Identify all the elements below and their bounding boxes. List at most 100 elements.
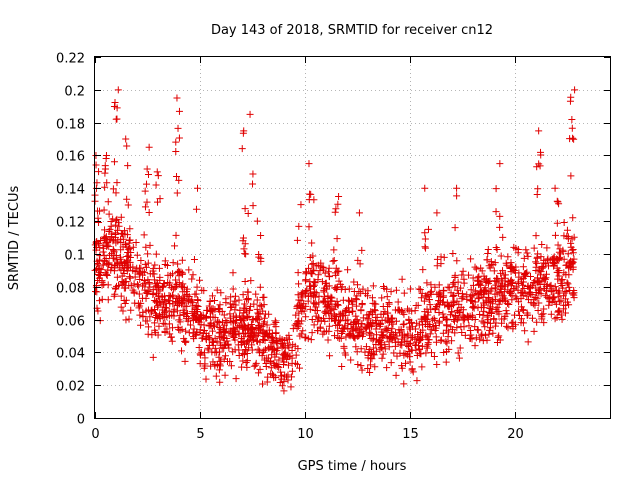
data-point (501, 282, 509, 290)
data-point (193, 283, 201, 291)
data-point (525, 288, 533, 296)
data-point (175, 107, 183, 115)
data-point (176, 311, 184, 319)
data-point (508, 278, 516, 286)
data-point (441, 301, 449, 309)
data-point (402, 359, 410, 367)
data-point (565, 283, 573, 291)
data-point (392, 317, 400, 325)
data-point (343, 305, 351, 313)
data-point (399, 308, 407, 316)
data-point (508, 319, 516, 327)
data-point (315, 292, 323, 300)
data-point (409, 368, 417, 376)
data-point (270, 345, 278, 353)
axes: 0 0.02 0.04 0.06 0.08 0.1 0.12 0.14 0.16 0.18 0.2 0… (56, 52, 610, 442)
data-point (370, 351, 378, 359)
data-point (520, 254, 528, 262)
data-point (485, 308, 493, 316)
data-point (211, 306, 219, 314)
data-point (180, 283, 188, 291)
data-point (458, 328, 466, 336)
data-point (141, 260, 149, 268)
data-point (213, 348, 221, 356)
data-point (311, 300, 319, 308)
data-point (485, 330, 493, 338)
data-point (426, 323, 434, 331)
data-point (296, 364, 304, 372)
data-point (144, 170, 152, 178)
data-point (460, 275, 468, 283)
data-point (171, 284, 179, 292)
data-point (562, 288, 570, 296)
data-point (295, 222, 303, 230)
data-point (142, 307, 150, 315)
data-point (253, 315, 261, 323)
data-point (378, 294, 386, 302)
data-point (284, 339, 292, 347)
data-point (99, 261, 107, 269)
data-point (161, 304, 169, 312)
data-point (180, 335, 188, 343)
data-point (568, 116, 576, 124)
data-point (124, 249, 132, 257)
data-point (238, 145, 246, 153)
data-point (241, 340, 249, 348)
data-point (216, 339, 224, 347)
data-point (333, 301, 341, 309)
data-point (215, 366, 223, 374)
data-point (501, 312, 509, 320)
data-point (348, 300, 356, 308)
data-point (125, 252, 133, 260)
data-point (183, 302, 191, 310)
data-point (420, 297, 428, 305)
data-point (169, 285, 177, 293)
data-point (551, 184, 559, 192)
data-point (530, 296, 538, 304)
data-point (208, 292, 216, 300)
data-point (532, 258, 540, 266)
data-point (124, 245, 132, 253)
data-point (91, 266, 99, 274)
data-point (435, 309, 443, 317)
data-point (325, 273, 333, 281)
data-point (491, 322, 499, 330)
data-point (523, 249, 531, 257)
data-point (476, 335, 484, 343)
data-point (133, 251, 141, 259)
data-point (175, 316, 183, 324)
data-point (440, 253, 448, 261)
data-point (433, 255, 441, 263)
data-point (179, 269, 187, 277)
data-point (449, 298, 457, 306)
data-point (264, 354, 272, 362)
data-point (540, 305, 548, 313)
data-point (143, 165, 151, 173)
data-point (291, 342, 299, 350)
data-point (340, 342, 348, 350)
data-point (261, 318, 269, 326)
data-point (124, 201, 132, 209)
data-point (514, 246, 522, 254)
data-point (392, 286, 400, 294)
data-point (531, 277, 539, 285)
data-point (117, 213, 125, 221)
data-point (216, 378, 224, 386)
data-point (490, 267, 498, 275)
data-point (481, 323, 489, 331)
data-point (142, 243, 150, 251)
data-point (569, 214, 577, 222)
data-point (499, 267, 507, 275)
data-point (518, 281, 526, 289)
data-point (258, 302, 266, 310)
data-point (414, 301, 422, 309)
data-point (272, 362, 280, 370)
data-point (367, 330, 375, 338)
data-point (280, 387, 288, 395)
data-point (413, 319, 421, 327)
chart-title: Day 143 of 2018, SRMTID for receiver cn1… (211, 23, 493, 38)
data-point (355, 209, 363, 217)
data-point (427, 349, 435, 357)
data-point (437, 337, 445, 345)
